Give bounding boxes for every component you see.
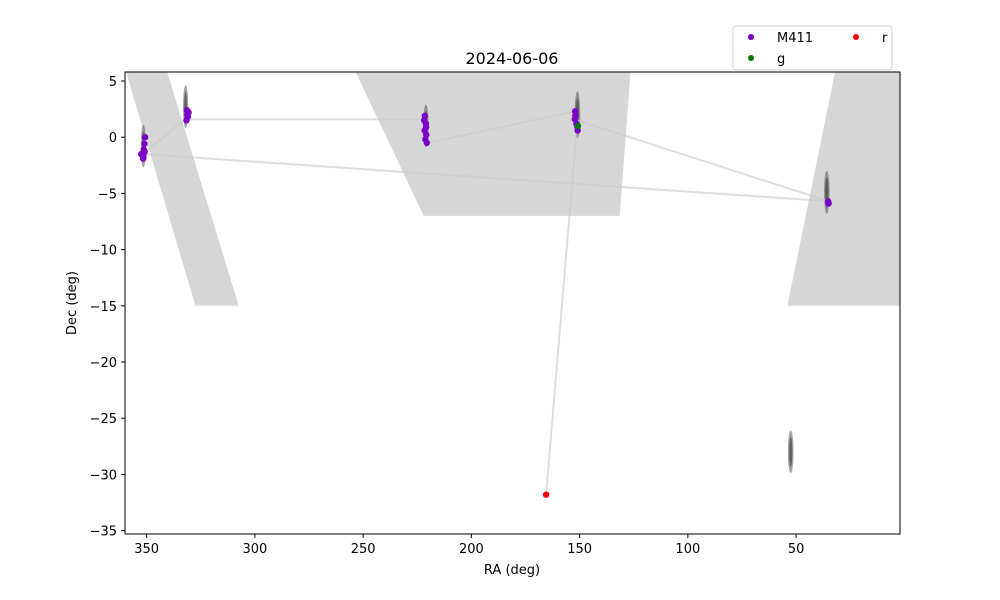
y-tick-label--10: −10 [90,244,117,259]
point-m411-12 [184,111,191,118]
point-m411-7 [140,153,147,160]
y-tick-label--35: −35 [90,525,117,540]
legend-label-m411: M411 [777,31,813,46]
legend: M411 g r [732,25,893,71]
legend-marker-g [748,55,754,61]
plot-area-frame [124,71,901,535]
footprint-region-3 [787,72,900,306]
x-tick-label-250: 250 [351,542,376,557]
point-m411-26 [572,112,579,120]
point-m411-3 [141,140,148,148]
footprint-layer [126,72,900,306]
x-tick-label-300: 300 [242,542,267,557]
x-tick-label-200: 200 [459,542,484,557]
footprint-region-2 [355,72,631,216]
x-tick-label-150: 150 [567,542,592,557]
point-m411-4 [141,134,149,141]
point-r-1 [542,491,550,498]
y-tick-label--25: −25 [90,412,117,427]
x-tick-label-50: 50 [788,542,805,557]
y-tick-label--5: −5 [98,187,117,202]
point-m411-19 [421,117,428,124]
footprint-region-1 [126,72,239,306]
point-m411-18 [423,139,430,146]
y-tick-label--15: −15 [90,300,117,315]
chart-title: 2024-06-06 [466,49,559,68]
point-m411-28 [825,200,832,207]
legend-marker-r [853,34,859,40]
point-m411-11 [183,117,190,124]
y-tick-label--30: −30 [90,468,117,483]
x-axis-label: RA (deg) [484,563,540,578]
legend-label-g: g [777,52,785,67]
x-tick-label-100: 100 [675,542,700,557]
point-m411-21 [571,108,579,115]
points-layer [138,107,832,498]
x-tick-label-350: 350 [134,542,159,557]
y-axis-label: Dec (deg) [65,271,80,335]
legend-marker-m411 [748,34,754,40]
y-tick-label-5: 5 [109,75,117,90]
point-g-1 [574,122,582,130]
point-m411-20 [422,123,430,131]
axis-ticks: 350 300 250 200 150 100 5050−5−10−15−20−25−30−… [90,75,805,557]
legend-label-r: r [882,31,888,46]
exposure-cluster-core-6 [789,436,793,467]
y-tick-label-0: 0 [109,131,117,146]
point-m411-25 [574,127,581,134]
y-tick-label--20: −20 [90,356,117,371]
legend-frame [732,25,893,71]
